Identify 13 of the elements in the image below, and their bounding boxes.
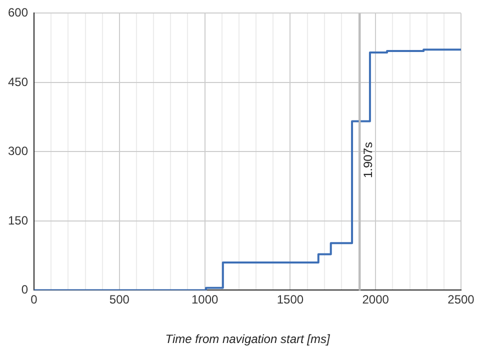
x-axis-title: Time from navigation start [ms] [165,332,330,346]
x-tick-label: 0 [30,292,38,307]
x-tick-label: 1500 [276,292,304,307]
y-tick-label: 300 [8,144,28,158]
x-tick-label: 1000 [191,292,218,307]
x-tick-label: 500 [109,292,130,307]
y-tick-label: 150 [8,213,28,228]
x-tick-label: 2000 [362,292,390,307]
x-tick-label: 2500 [448,292,475,307]
y-tick-label: 0 [21,282,28,297]
ref-line-label: 1.907s [361,142,376,178]
y-tick-label: 450 [8,74,28,89]
y-tick-label: 600 [8,6,28,20]
